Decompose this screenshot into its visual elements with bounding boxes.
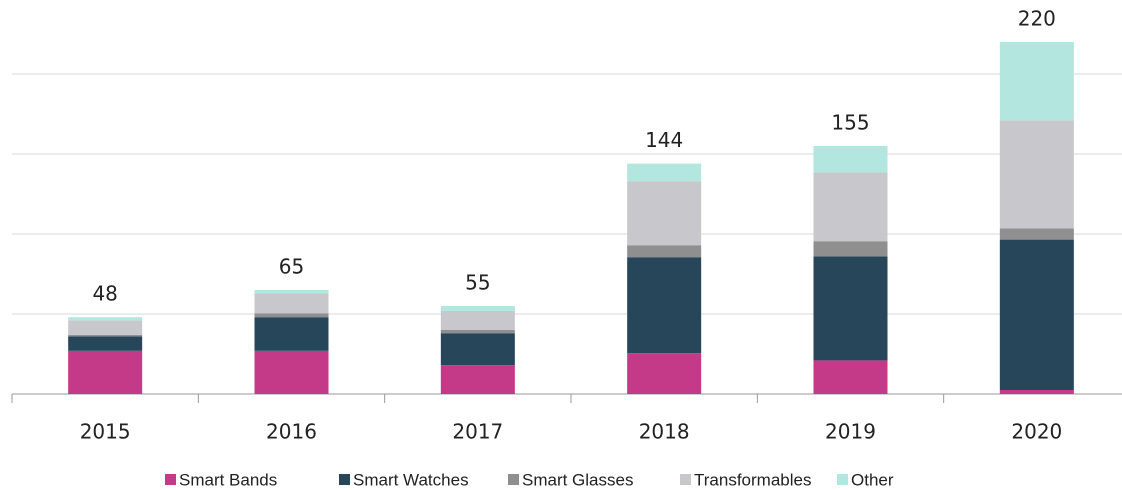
bar-segment bbox=[999, 228, 1074, 240]
bar-segment bbox=[999, 42, 1074, 121]
legend-swatch bbox=[680, 474, 691, 485]
bar-segment bbox=[627, 353, 702, 394]
bar-segment bbox=[999, 390, 1074, 394]
total-label: 65 bbox=[279, 255, 304, 279]
bar-segment bbox=[813, 360, 888, 394]
legend-label: Smart Watches bbox=[353, 470, 469, 489]
total-label: 220 bbox=[1018, 7, 1056, 31]
total-label: 55 bbox=[465, 271, 490, 295]
bar-segment bbox=[254, 293, 329, 314]
bar-segment bbox=[813, 241, 888, 257]
x-tick-label: 2019 bbox=[825, 420, 876, 444]
bar-segment bbox=[68, 350, 143, 394]
legend-label: Transformables bbox=[694, 470, 811, 489]
legend-swatch bbox=[339, 474, 350, 485]
bar-segment bbox=[254, 350, 329, 394]
legend-label: Smart Glasses bbox=[522, 470, 633, 489]
bar-segment bbox=[999, 120, 1074, 229]
legend-swatch bbox=[508, 474, 519, 485]
bar-segment bbox=[813, 172, 888, 242]
bar-segment bbox=[440, 306, 515, 311]
legend-label: Other bbox=[851, 470, 894, 489]
bar-segment bbox=[627, 245, 702, 258]
total-label: 144 bbox=[645, 128, 683, 152]
bar-segment bbox=[999, 239, 1074, 390]
legend-swatch bbox=[837, 474, 848, 485]
bar-segment bbox=[627, 181, 702, 246]
bar-segment bbox=[254, 290, 329, 294]
bar-segment bbox=[440, 333, 515, 366]
bar-segment bbox=[440, 365, 515, 394]
x-tick-label: 2017 bbox=[452, 420, 503, 444]
bar-segment bbox=[254, 313, 329, 318]
legend-label: Smart Bands bbox=[179, 470, 277, 489]
bar-segment bbox=[68, 334, 143, 337]
bar-segment bbox=[813, 256, 888, 361]
x-tick-label: 2020 bbox=[1011, 420, 1062, 444]
x-tick-label: 2015 bbox=[80, 420, 131, 444]
bar-segment bbox=[440, 310, 515, 330]
bar-segment bbox=[627, 163, 702, 182]
bar-segment bbox=[813, 146, 888, 173]
bar-segment bbox=[68, 336, 143, 351]
bar-segment bbox=[68, 317, 143, 321]
bar-segment bbox=[68, 320, 143, 335]
x-tick-label: 2018 bbox=[639, 420, 690, 444]
bar-segment bbox=[627, 257, 702, 354]
bar-segment bbox=[440, 330, 515, 334]
bar-segment bbox=[254, 317, 329, 351]
total-label: 155 bbox=[831, 111, 869, 135]
legend-swatch bbox=[165, 474, 176, 485]
x-tick-label: 2016 bbox=[266, 420, 317, 444]
total-label: 48 bbox=[92, 282, 117, 306]
